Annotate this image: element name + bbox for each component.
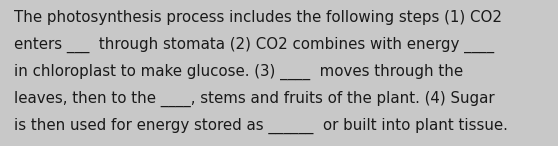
Text: is then used for energy stored as ______  or built into plant tissue.: is then used for energy stored as ______…: [14, 118, 508, 134]
Text: enters ___  through stomata (2) CO2 combines with energy ____: enters ___ through stomata (2) CO2 combi…: [14, 37, 494, 53]
Text: The photosynthesis process includes the following steps (1) CO2: The photosynthesis process includes the …: [14, 10, 502, 25]
Text: in chloroplast to make glucose. (3) ____  moves through the: in chloroplast to make glucose. (3) ____…: [14, 64, 463, 80]
Text: leaves, then to the ____, stems and fruits of the plant. (4) Sugar: leaves, then to the ____, stems and frui…: [14, 91, 494, 107]
